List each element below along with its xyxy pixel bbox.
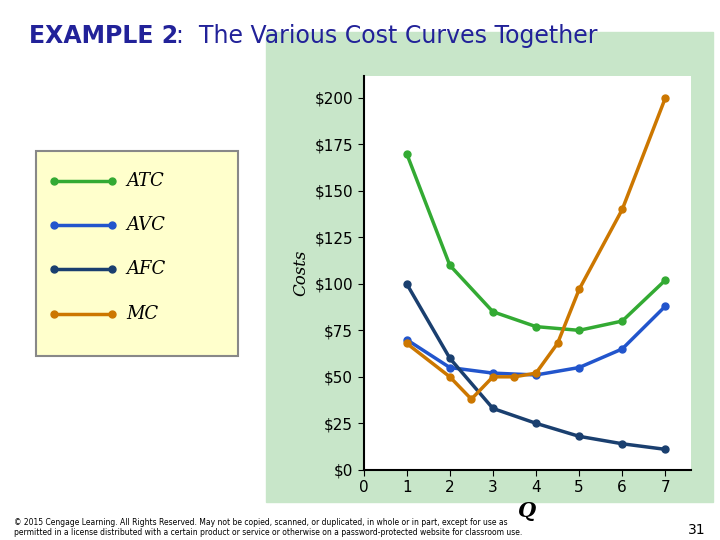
Text: EXAMPLE 2: EXAMPLE 2: [29, 24, 178, 48]
Bar: [36, 151, 238, 356]
X-axis label: Q: Q: [518, 501, 536, 521]
Bar: [266, 32, 713, 502]
Text: :  The Various Cost Curves Together: : The Various Cost Curves Together: [176, 24, 598, 48]
Text: ATC: ATC: [126, 172, 163, 190]
Y-axis label: Costs: Costs: [292, 249, 309, 296]
Text: © 2015 Cengage Learning. All Rights Reserved. May not be copied, scanned, or dup: © 2015 Cengage Learning. All Rights Rese…: [14, 518, 523, 537]
Text: AFC: AFC: [126, 260, 166, 279]
Text: MC: MC: [126, 305, 158, 323]
Text: AVC: AVC: [126, 216, 165, 234]
Text: 31: 31: [688, 523, 706, 537]
